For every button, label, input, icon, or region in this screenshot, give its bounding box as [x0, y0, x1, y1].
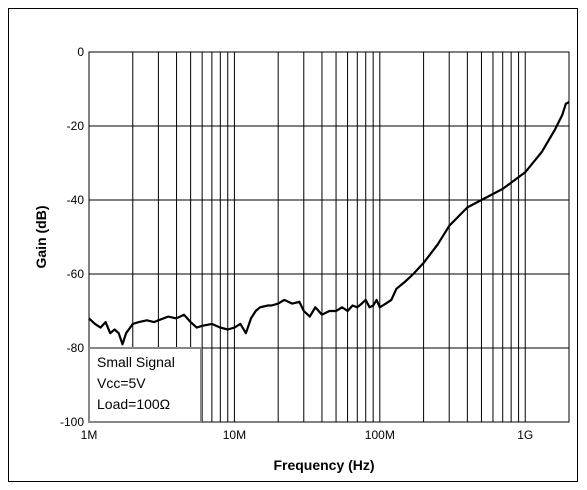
y-tick-label: -40	[67, 193, 85, 207]
x-tick-label: 1M	[81, 428, 98, 442]
x-tick-labels: 1M 10M 100M 1G	[81, 428, 534, 442]
y-tick-labels: 0 -20 -40 -60 -80 -100	[60, 45, 84, 429]
x-axis-title: Frequency (Hz)	[273, 457, 374, 473]
annotation-line-3: Load=100Ω	[97, 396, 170, 412]
y-tick-label: -60	[67, 267, 85, 281]
x-tick-label: 1G	[517, 428, 533, 442]
y-tick-label: -80	[67, 341, 85, 355]
annotation-line-2: Vcc=5V	[97, 375, 146, 391]
y-tick-label: 0	[77, 45, 84, 59]
plot-area	[88, 51, 570, 423]
gain-curve	[88, 101, 570, 346]
y-tick-label: -100	[60, 415, 84, 429]
chart-frame	[8, 8, 578, 482]
annotation-line-1: Small Signal	[97, 354, 175, 370]
y-tick-label: -20	[67, 119, 85, 133]
x-tick-label: 10M	[223, 428, 246, 442]
annotation-box	[88, 347, 202, 423]
y-axis-title: Gain (dB)	[33, 206, 49, 269]
x-tick-label: 100M	[365, 428, 395, 442]
